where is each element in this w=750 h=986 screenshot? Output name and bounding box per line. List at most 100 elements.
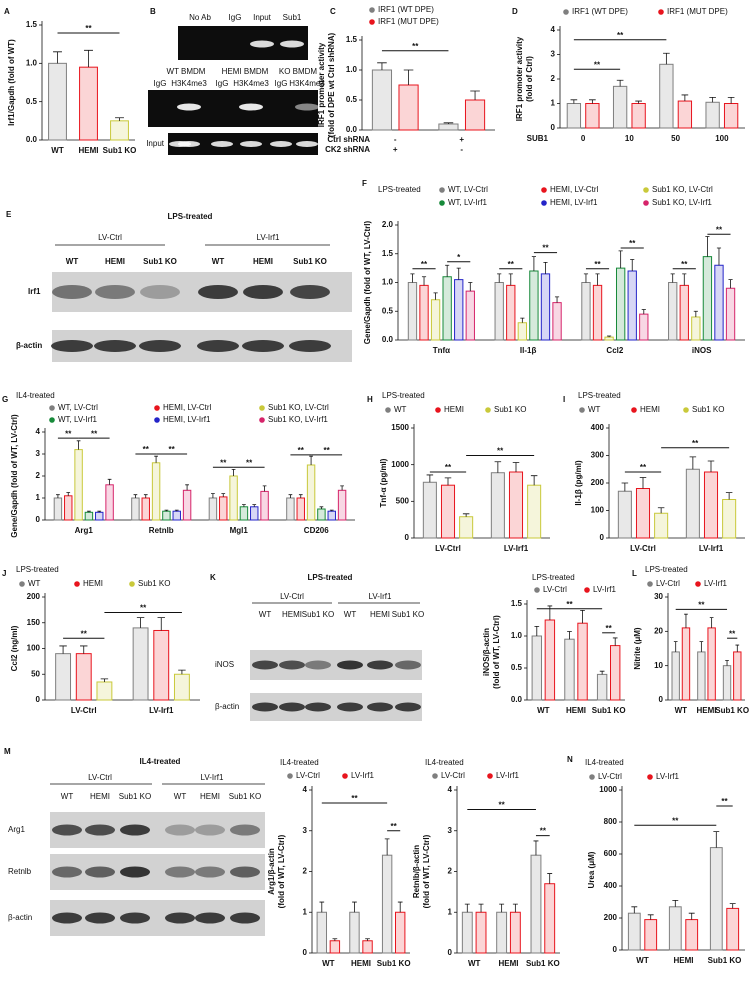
panel-label: I [563,395,565,404]
error-bar [639,477,647,489]
y-tick-label: 1000 [391,460,409,469]
legend-label: LV-Ctrl [598,772,622,781]
chart-title: IL4-treated [425,758,464,767]
legend-marker [541,187,547,193]
blot-band [243,285,283,299]
bar [726,907,740,951]
panel-label: K [210,573,216,582]
chart-title: LPS-treated [378,185,421,194]
error-bar [699,641,704,652]
legend-marker [683,407,689,413]
error-bar [512,462,520,472]
x-tick-label: HEMI [566,706,586,715]
legend-label: HEMI [640,405,660,414]
y-tick-label: 100 [591,506,605,515]
blot-band [198,285,238,299]
error-bar [80,645,88,654]
bar [317,508,326,521]
group-label: LV-Irf1 [369,592,393,601]
bar [592,284,603,341]
blot-band [195,912,225,924]
y-tick-label: 1.5 [26,20,38,29]
significance-label: ** [140,604,147,613]
bar [84,511,94,521]
x-tick-label: WT [636,956,649,965]
bar [250,506,259,521]
error-bar [647,914,654,920]
error-bar [709,96,716,103]
bar [464,99,486,131]
error-bar [735,644,740,652]
panel-label: A [4,7,10,16]
bar [723,103,739,129]
error-bar [547,605,553,620]
significance-label: ** [391,822,398,831]
bar [172,510,181,521]
legend-label: LV-Irf1 [351,771,375,780]
y-tick-label: 0.5 [511,663,523,672]
error-bar [298,494,303,498]
lane-label: No Ab [189,13,211,22]
legend-label: IRF1 (MUT DPE) [378,17,439,26]
error-bar [433,292,438,300]
significance-label: ** [168,445,175,454]
chart-title: IL4-treated [280,758,319,767]
legend-marker [49,417,55,423]
x-tick-label: HEMI [697,706,717,715]
error-bar [520,317,525,323]
bar [475,911,487,954]
bar [496,911,508,954]
chart-title: LPS-treated [645,565,688,574]
y-tick-label: 600 [604,849,618,858]
error-bar [84,49,93,68]
error-bar [707,460,715,472]
x-axis-label: SUB1 [527,134,549,143]
significance-label: ** [729,629,736,638]
y-tick-label: 20 [654,626,663,635]
error-bar [319,506,324,509]
legend-marker [647,581,653,587]
bar [609,645,621,701]
y-tick-label: 4 [551,25,556,34]
blot-band [270,141,292,147]
group-label: KO BMDM [279,67,318,76]
bar [725,287,736,341]
x-tick-label: Il-1β [520,346,537,355]
bar [722,499,737,539]
y-tick-label: 3 [36,449,41,458]
bar [685,468,700,539]
row-label: β-actin [16,341,42,350]
error-bar [185,484,189,491]
error-bar [709,617,714,628]
bar [141,497,150,521]
error-bar [716,247,722,266]
legend-label: IRF1 (WT DPE) [378,5,434,14]
bar [644,919,658,951]
x-tick-label: WT [468,959,481,968]
error-bar [595,273,600,286]
legend-marker [579,407,585,413]
significance-label: ** [65,429,72,438]
y-tick-label: 0 [551,123,556,132]
lane-label: IgG [154,79,167,88]
error-bar [727,96,735,104]
blot-band [85,824,115,836]
y-axis-label: Retnlb/β-actin [412,845,421,898]
error-bar [309,455,313,465]
bar [96,681,113,701]
bar [604,336,614,341]
y-tick-label: 0.0 [511,695,523,704]
y-tick-label: 10 [654,661,663,670]
lane-label: Sub1 KO [229,792,261,801]
y-tick-label: 200 [27,592,41,601]
error-bar [630,259,635,271]
blot-band [240,141,262,147]
lane-label: Input [253,13,272,22]
bar [631,103,646,129]
lane-label: WT [66,257,79,266]
x-tick-label: iNOS [692,346,712,355]
bar [151,462,161,521]
error-bar [464,903,470,913]
y-axis-label: IRF1 promoter activity [317,42,326,127]
